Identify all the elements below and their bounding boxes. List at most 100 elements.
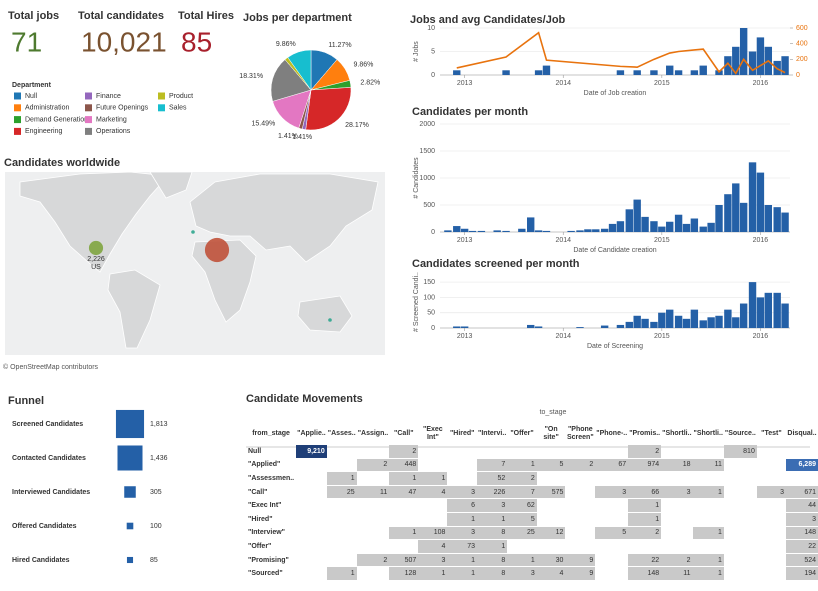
empty-cell — [418, 458, 448, 473]
empty-cell — [447, 445, 478, 459]
y-tick-label: 0 — [431, 325, 435, 332]
cell: 1 — [628, 512, 662, 527]
bar — [534, 70, 543, 75]
bar — [682, 318, 691, 328]
empty-cell — [723, 566, 757, 581]
cell: 3 — [661, 485, 693, 500]
x-tick-label: 2016 — [753, 333, 769, 340]
bar — [444, 230, 452, 232]
kpi-title: Total Hires — [178, 10, 234, 22]
cell: 1 — [628, 498, 662, 513]
bar — [641, 216, 649, 232]
cell: 148 — [786, 526, 818, 541]
bar — [756, 172, 765, 232]
empty-cell — [786, 445, 818, 459]
land — [297, 295, 353, 333]
bar — [477, 230, 486, 232]
y-tick-label: 0 — [431, 229, 435, 236]
x-tick-label: 2016 — [753, 80, 769, 87]
legend-swatch — [158, 104, 165, 112]
empty-cell — [723, 498, 757, 513]
funnel-label: Offered Candidates — [12, 523, 77, 530]
pie-slice — [270, 59, 312, 102]
slice-label: 11.27% — [328, 42, 351, 49]
bar — [567, 230, 575, 232]
funnel-value: 305 — [150, 489, 162, 496]
cell: 2 — [389, 445, 419, 459]
header-row: from_stage "Applie.. "Asses.. "Assign.. "Cal… — [246, 423, 818, 445]
cell: 810 — [723, 445, 757, 459]
empty-cell — [389, 512, 419, 527]
funnel-label: Screened Candidates — [12, 421, 83, 428]
kpi-title: Total candidates — [78, 10, 164, 22]
cell: 2 — [628, 526, 662, 541]
row-label: "Exec Int" — [246, 498, 297, 513]
bar — [633, 70, 641, 75]
cell: 671 — [786, 485, 818, 500]
empty-cell — [661, 498, 693, 513]
empty-cell — [723, 539, 757, 554]
land — [19, 171, 169, 273]
cell: 25 — [507, 526, 537, 541]
y2-tick-label: 400 — [796, 41, 808, 48]
empty-cell — [723, 458, 757, 473]
cell: 148 — [628, 566, 662, 581]
cell: 128 — [389, 566, 419, 581]
row-label: "Offer" — [246, 539, 297, 554]
funnel-label: Contacted Candidates — [12, 455, 86, 462]
legend-swatch — [14, 116, 21, 124]
cell: 2 — [628, 445, 662, 459]
cell: 2 — [507, 471, 537, 486]
cell: 30 — [536, 553, 566, 568]
bar — [699, 226, 707, 232]
bar — [732, 183, 740, 232]
cell: 1 — [507, 553, 537, 568]
cell: 67 — [595, 458, 629, 473]
x-axis-title: Date of Candidate creation — [573, 247, 656, 254]
bar — [576, 327, 584, 328]
column-label: "Assign.. — [357, 430, 389, 437]
cell: 62 — [507, 498, 537, 513]
cell: 1 — [418, 471, 448, 486]
chart-title: Candidates worldwide — [4, 157, 120, 169]
table-row: "Sourced" 1 128 1 1 8 3 4 9 148 11 1 194 — [246, 566, 818, 581]
kpi-value: 10,021 — [81, 26, 167, 57]
cell: 3 — [507, 566, 537, 581]
column-label: "Hired" — [449, 430, 475, 437]
legend-swatch — [85, 116, 92, 124]
cell: 108 — [418, 526, 448, 541]
funnel-label: Hired Candidates — [12, 557, 70, 564]
bar — [773, 207, 781, 232]
kpi-title: Total jobs — [8, 10, 59, 22]
empty-cell — [296, 458, 327, 473]
empty-cell — [723, 471, 757, 486]
bar — [600, 325, 609, 328]
y-tick-label: 5 — [431, 48, 435, 55]
bar — [699, 65, 707, 75]
empty-cell — [296, 526, 327, 541]
empty-cell — [565, 485, 596, 500]
column-label: "Applie.. — [297, 430, 326, 437]
cell: 5 — [507, 512, 537, 527]
bar — [773, 292, 781, 328]
map-bubble — [204, 237, 230, 263]
table-row: "Promising" 2 507 3 1 8 1 30 9 22 2 1 524 — [246, 553, 818, 568]
cell: 3 — [447, 526, 478, 541]
table-row: "Offer" 4 73 1 22 — [246, 539, 818, 554]
y2-tick-label: 200 — [796, 56, 808, 63]
empty-cell — [595, 471, 629, 486]
empty-cell — [756, 566, 787, 581]
empty-cell — [723, 512, 757, 527]
empty-cell — [661, 512, 693, 527]
bubble-value: 2,226 — [87, 256, 105, 263]
empty-cell — [661, 539, 693, 554]
cell: 3 — [756, 485, 787, 500]
table-row: "Hired" 1 1 5 1 3 — [246, 512, 818, 527]
column-label: "Offer" — [510, 430, 534, 437]
bar — [460, 326, 469, 328]
y-tick-label: 2000 — [419, 121, 435, 128]
cell: 974 — [628, 458, 662, 473]
bar — [764, 205, 773, 232]
y2-tick-label: 600 — [796, 25, 808, 32]
funnel-value: 85 — [150, 557, 158, 564]
